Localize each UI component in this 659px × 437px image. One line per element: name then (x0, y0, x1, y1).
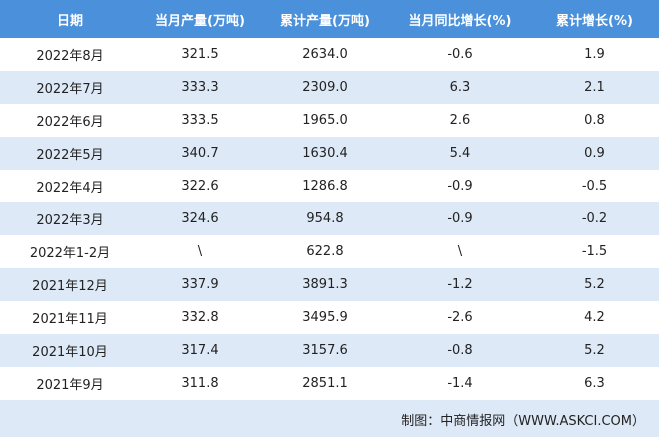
table-cell: 4.2 (530, 301, 659, 335)
table-cell: 337.9 (140, 268, 260, 302)
footer: 制图：中商情报网（WWW.ASKCI.COM） (0, 400, 659, 437)
table-cell: 5.2 (530, 268, 659, 302)
table-cell: -1.4 (390, 366, 530, 400)
table-cell: -0.6 (390, 38, 530, 71)
table-cell: -0.2 (530, 202, 659, 236)
table-cell: 1965.0 (260, 103, 390, 137)
table-cell: 2022年8月 (0, 38, 140, 71)
data-table: 日期 当月产量(万吨) 累计产量(万吨) 当月同比增长(%) 累计增长(%) 2022年… (0, 0, 659, 400)
table-cell: 1286.8 (260, 169, 390, 203)
table-cell: 2022年7月 (0, 70, 140, 104)
table-cell: 6.3 (530, 366, 659, 400)
table-cell: 332.8 (140, 301, 260, 335)
header-row: 日期 当月产量(万吨) 累计产量(万吨) 当月同比增长(%) 累计增长(%) (0, 0, 659, 38)
table-cell: -0.9 (390, 169, 530, 203)
table-cell: 3157.6 (260, 334, 390, 367)
table-row: 2022年5月 340.7 1630.4 5.4 0.9 (0, 136, 659, 170)
table-cell: 2022年4月 (0, 169, 140, 203)
table-cell: 2021年12月 (0, 268, 140, 302)
table-row: 2022年3月 324.6 954.8 -0.9 -0.2 (0, 202, 659, 236)
table-cell: 333.3 (140, 70, 260, 104)
table-cell: 321.5 (140, 38, 260, 71)
table-cell: 5.2 (530, 334, 659, 367)
table-cell: 1.9 (530, 38, 659, 71)
table-cell: 2851.1 (260, 366, 390, 400)
table-cell: -1.5 (530, 235, 659, 269)
header-cell: 日期 (0, 0, 140, 38)
table-row: 2022年7月 333.3 2309.0 6.3 2.1 (0, 70, 659, 104)
table-cell: 2022年6月 (0, 103, 140, 137)
table-row: 2021年11月 332.8 3495.9 -2.6 4.2 (0, 301, 659, 335)
table-cell: 2022年3月 (0, 202, 140, 236)
table-cell: 2634.0 (260, 38, 390, 71)
table-row: 2022年4月 322.6 1286.8 -0.9 -0.5 (0, 169, 659, 203)
table-cell: 324.6 (140, 202, 260, 236)
table-cell: 2021年9月 (0, 366, 140, 400)
table-cell: 2309.0 (260, 70, 390, 104)
table-cell: 2021年11月 (0, 301, 140, 335)
header-cell: 累计增长(%) (530, 0, 659, 38)
source-note: 制图：中商情报网（WWW.ASKCI.COM） (401, 414, 645, 429)
table-cell: 0.8 (530, 103, 659, 137)
table-cell: 333.5 (140, 103, 260, 137)
table-cell: -1.2 (390, 268, 530, 302)
table-cell: -0.5 (530, 169, 659, 203)
table-cell: \ (390, 235, 530, 269)
table-cell: 622.8 (260, 235, 390, 269)
table-cell: -2.6 (390, 301, 530, 335)
table-cell: 954.8 (260, 202, 390, 236)
table-cell: 322.6 (140, 169, 260, 203)
header-cell: 当月产量(万吨) (140, 0, 260, 38)
table-body: 2022年8月 321.5 2634.0 -0.6 1.9 2022年7月 333.3 230… (0, 38, 659, 400)
table-cell: 2.6 (390, 103, 530, 137)
table-cell: 0.9 (530, 136, 659, 170)
table-cell: 5.4 (390, 136, 530, 170)
table-row: 2022年6月 333.5 1965.0 2.6 0.8 (0, 103, 659, 137)
table-cell: 3495.9 (260, 301, 390, 335)
table-cell: \ (140, 235, 260, 269)
table-row: 2021年12月 337.9 3891.3 -1.2 5.2 (0, 268, 659, 302)
table-row: 2021年10月 317.4 3157.6 -0.8 5.2 (0, 334, 659, 367)
table-cell: 340.7 (140, 136, 260, 170)
table-row: 2022年8月 321.5 2634.0 -0.6 1.9 (0, 38, 659, 71)
table-cell: 2022年1-2月 (0, 235, 140, 269)
table-cell: 317.4 (140, 334, 260, 367)
table-cell: 2022年5月 (0, 136, 140, 170)
table-cell: 1630.4 (260, 136, 390, 170)
table-cell: -0.8 (390, 334, 530, 367)
table-cell: 6.3 (390, 70, 530, 104)
table-cell: -0.9 (390, 202, 530, 236)
header-cell: 累计产量(万吨) (260, 0, 390, 38)
table-row: 2021年9月 311.8 2851.1 -1.4 6.3 (0, 366, 659, 400)
table-cell: 3891.3 (260, 268, 390, 302)
table-cell: 2021年10月 (0, 334, 140, 367)
header-cell: 当月同比增长(%) (390, 0, 530, 38)
table-cell: 311.8 (140, 366, 260, 400)
table-cell: 2.1 (530, 70, 659, 104)
table-row: 2022年1-2月 \ 622.8 \ -1.5 (0, 235, 659, 269)
